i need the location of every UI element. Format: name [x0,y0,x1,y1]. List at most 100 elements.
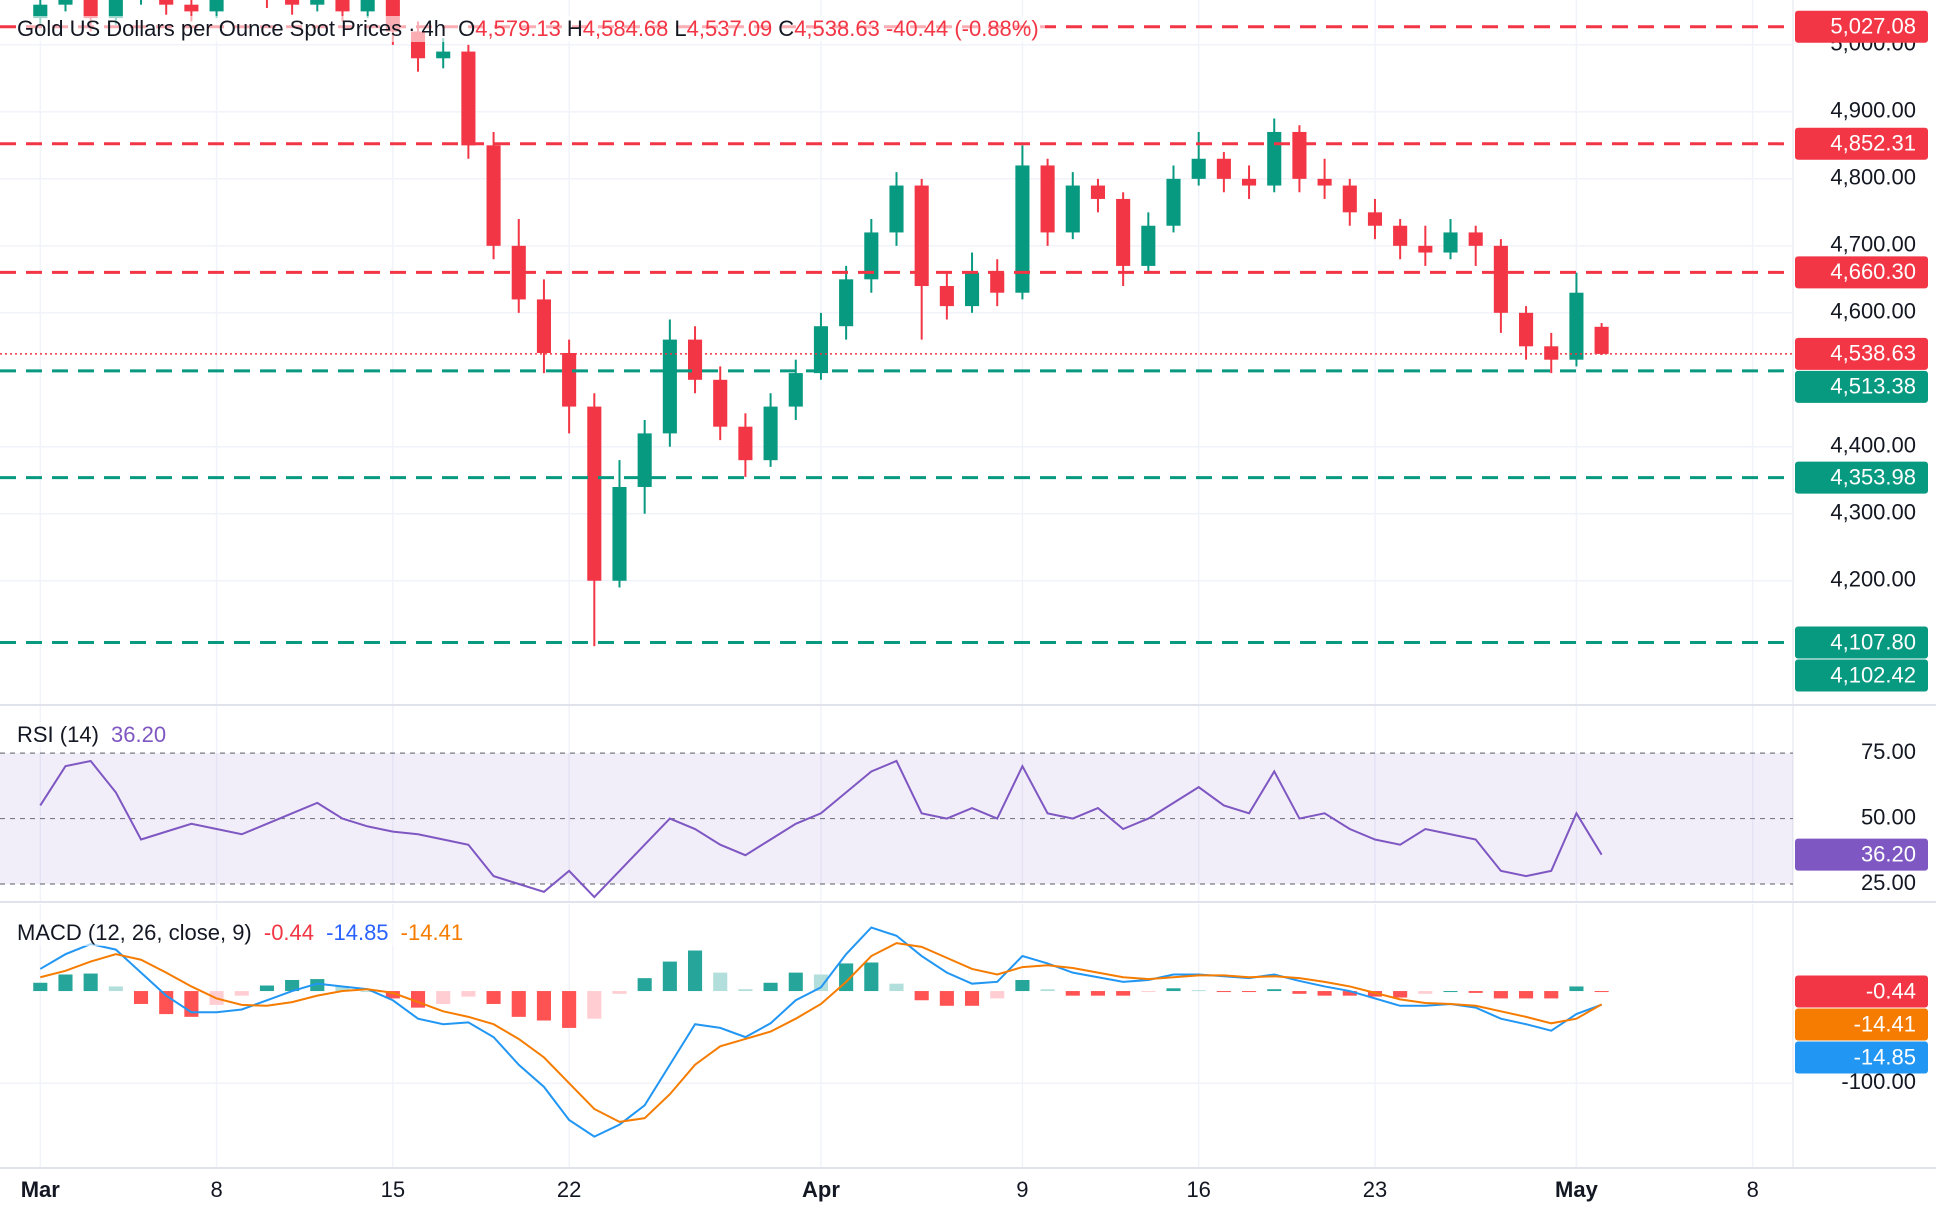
y-tick-label: 75.00 [1861,739,1916,764]
candle-body [1594,326,1609,354]
macd-histogram-bar [939,991,954,1006]
candle-body [461,51,476,146]
candle-body [562,353,577,407]
price-label: -14.41 [1854,1011,1916,1036]
candle-body [713,379,728,427]
y-tick-label: 4,200.00 [1830,567,1916,592]
ohlc-key: C [778,16,795,41]
macd-histogram-bar [788,972,803,992]
macd-histogram-bar [864,962,879,992]
candle-body [1141,225,1156,266]
candle-body [33,4,48,19]
price-label-box [1795,256,1928,289]
candle-body [788,373,803,407]
candle-body [1292,131,1307,179]
price-label-box [1795,337,1928,370]
candle-body [536,299,551,354]
macd-macd-line [39,926,1602,1138]
price-label-box [1795,626,1928,659]
macd-histogram-bar [133,991,149,1004]
candle-body [1367,212,1383,226]
ohlc-key: H [566,16,583,41]
macd-histogram-bar [436,991,451,1004]
macd-histogram-bar [486,991,501,1004]
price-label: 4,852.31 [1830,131,1916,156]
macd-histogram-bar [1468,991,1483,993]
macd-histogram-bar [813,974,829,992]
macd-histogram-bar [662,961,677,992]
ohlc-value: 4,579.13 [475,16,561,41]
macd-histogram-bar [587,991,602,1019]
ohlc-item: H4,584.68 [567,16,669,41]
macd-histogram-bar [1443,991,1458,993]
ohlc-item: L4,537.09 [674,16,772,41]
price-label: 5,027.08 [1830,14,1916,39]
ohlc-value: 4,584.68 [582,16,669,41]
candle-body [1242,178,1257,186]
candle-body [436,51,451,59]
price-label: 4,353.98 [1830,464,1916,489]
interval: 4h [421,16,446,41]
candle-body [1015,165,1030,293]
price-label: 4,538.63 [1830,341,1916,366]
candle-body [763,406,778,461]
macd-histogram-bar [1040,989,1055,992]
candle-body [738,426,753,461]
ohlc-key: O [458,16,476,41]
y-tick-label: 4,700.00 [1830,232,1916,257]
candle-body [1191,158,1206,179]
price-label-box [1795,461,1928,494]
candle-body [1166,178,1181,226]
macd-histogram-bar [58,974,73,992]
candle-body [108,0,123,19]
macd-histogram-bar [1015,979,1030,992]
macd-histogram-bar [33,982,48,992]
ohlc-value: 4,537.09 [686,16,773,41]
price-label: -0.44 [1866,978,1916,1003]
candle-body [990,272,1005,293]
candle-body [486,145,501,246]
macd-histogram-bar [536,991,551,1021]
candle-body [839,279,854,327]
macd-histogram-bar [1544,991,1559,999]
macd-histogram-bar [889,983,904,992]
x-tick-label: May [1555,1177,1599,1202]
candle-body [1468,232,1483,246]
macd-histogram-bar [285,979,300,992]
macd-histogram-bar [1141,991,1156,993]
macd-histogram-bar [1519,991,1534,999]
macd-histogram-bar [360,991,375,993]
candle-body [662,339,677,434]
candle-body [1090,185,1106,199]
price-label-box [1795,10,1928,43]
macd-histogram-bar [1166,988,1181,992]
candle-body [889,185,904,233]
price-label-box [1795,659,1928,692]
candle-body [360,0,375,12]
macd-histogram-bar [1242,991,1257,993]
price-label: 36.20 [1861,841,1916,866]
macd-histogram-bar [1216,991,1231,993]
macd-histogram-bar [310,979,325,992]
rsi-header: RSI (14) 36.20 [17,722,173,748]
y-tick-label: 50.00 [1861,804,1916,829]
x-tick-label: 15 [381,1177,405,1202]
macd-histogram-bar [1065,991,1080,996]
candle-body [687,339,703,380]
candle-body [864,232,879,280]
macd-histogram-bar [914,991,929,1001]
y-tick-label: 4,400.00 [1830,433,1916,458]
candle-body [1342,185,1357,213]
candle-body [1216,158,1231,179]
candle-body [1493,245,1508,313]
macd-histogram-bar [1493,991,1508,999]
macd-histogram-bar [964,991,980,1006]
macd-histogram-bar [990,991,1005,999]
price-label-box [1795,838,1928,871]
price-label: 4,660.30 [1830,259,1916,284]
macd-histogram-bar [1418,991,1433,994]
price-label-box [1795,975,1928,1008]
rsi-title: RSI (14) [17,722,99,747]
macd-histogram-bar [1116,991,1131,996]
macd-histogram-bar [1191,990,1206,992]
